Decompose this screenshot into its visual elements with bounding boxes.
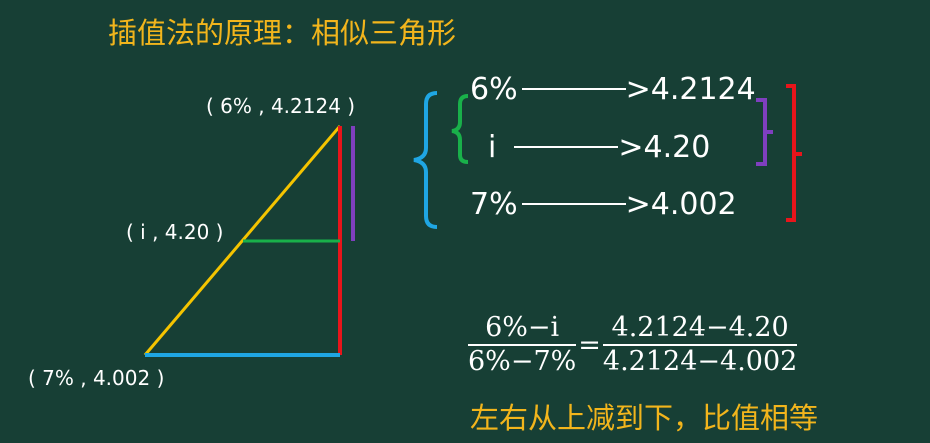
purple-bracket: [756, 98, 773, 166]
fraction-bar: [468, 344, 577, 347]
left-denominator: 6%−7%: [468, 346, 577, 378]
right-numerator: 4.2124−4.20: [611, 312, 789, 343]
point-label-bottom: ( 7% , 4.002 ): [28, 366, 165, 390]
right-denominator: 4.2124−4.002: [602, 346, 798, 378]
mapping-left: i: [488, 130, 497, 165]
left-numerator: 6%−i: [485, 312, 560, 343]
mapping-left: 6%: [470, 72, 518, 107]
green-brace: [451, 94, 469, 164]
proportion-formula: 6%−i 6%−7% = 4.2124−4.20 4.2124−4.002: [468, 312, 798, 378]
fraction-bar: [602, 344, 798, 347]
hypotenuse-line: [143, 125, 342, 356]
point-label-top: ( 6% , 4.2124 ): [206, 94, 356, 118]
arrow-line: [521, 87, 626, 90]
blue-brace: [413, 91, 438, 229]
mapping-right: >4.20: [618, 130, 711, 165]
left-fraction: 6%−i 6%−7%: [468, 312, 577, 378]
mapping-row-2: i >4.20: [488, 130, 710, 165]
point-label-middle: ( i , 4.20 ): [126, 220, 224, 244]
conclusion-text: 左右从上减到下，比值相等: [470, 401, 819, 435]
mapping-row-3: 7% >4.002: [470, 187, 737, 222]
mapping-right: >4.002: [625, 187, 737, 222]
mapping-right: >4.2124: [625, 72, 756, 107]
slide-title: 插值法的原理：相似三角形: [108, 16, 457, 50]
red-bracket: [786, 84, 802, 222]
mapping-row-1: 6% >4.2124: [470, 72, 756, 107]
arrow-line: [521, 202, 626, 205]
mapping-left: 7%: [470, 187, 518, 222]
equals-sign: =: [578, 329, 601, 361]
right-fraction: 4.2124−4.20 4.2124−4.002: [602, 312, 798, 378]
arrow-line: [514, 145, 619, 148]
